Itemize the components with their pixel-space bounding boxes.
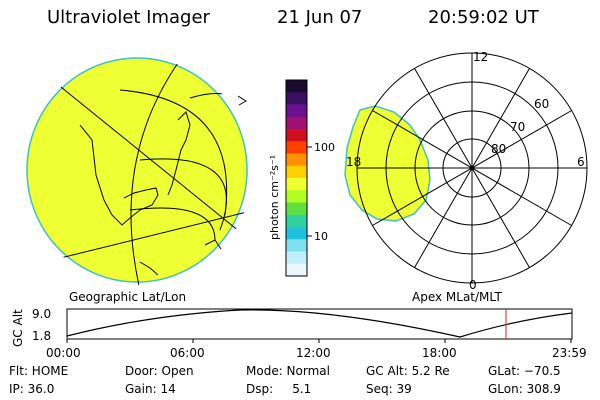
meridian-line	[130, 59, 181, 285]
glat-status: GLat: −70.5	[488, 364, 561, 378]
color-bar	[286, 80, 307, 277]
altitude-ylabel: GC Alt	[11, 309, 25, 347]
gain-status: Gain: 14	[125, 382, 176, 396]
color-bar-segment	[286, 214, 307, 228]
altitude-curve	[66, 309, 573, 338]
color-bar-segment	[286, 227, 307, 240]
altitude-xtick-0000: 00:00	[46, 346, 81, 360]
color-bar-segment	[286, 104, 307, 118]
mlat-label-80: 80	[491, 142, 506, 156]
mlat-label-60: 60	[534, 97, 549, 111]
latitude-line	[129, 207, 216, 241]
mode-status: Mode: Normal	[246, 364, 330, 378]
altitude-xtick-1200: 12:00	[296, 346, 331, 360]
color-bar-unit-label: photon cm⁻²s⁻¹	[268, 155, 281, 240]
color-bar-segment	[286, 153, 307, 167]
auroral-image-fill	[344, 105, 431, 222]
geographic-label: Geographic Lat/Lon	[69, 290, 186, 304]
color-bar-segment	[286, 92, 307, 105]
geographic-globe	[24, 57, 252, 285]
apex-polar-plot	[344, 52, 588, 284]
time-label: 20:59:02 UT	[428, 7, 539, 28]
latitude-line	[119, 89, 228, 216]
color-bar-segment	[286, 239, 307, 252]
color-bar-tick-label-10: 10	[314, 230, 328, 243]
date-label: 21 Jun 07	[277, 7, 363, 28]
color-bar-segment	[286, 129, 307, 142]
instrument-title: Ultraviolet Imager	[47, 7, 210, 28]
altitude-ytick-low: 1.8	[32, 329, 51, 343]
altitude-xtick-0600: 06:00	[170, 346, 205, 360]
coastline	[79, 124, 159, 226]
apex-label: Apex MLat/MLT	[412, 290, 502, 304]
color-bar-segment	[286, 80, 307, 93]
color-bar-segment	[286, 190, 307, 203]
mlt-line	[372, 110, 572, 226]
gc-alt-status: GC Alt: 5.2 Re	[366, 364, 450, 378]
color-bar-segment	[286, 251, 307, 265]
altitude-xtick-2359: 23:59	[552, 346, 587, 360]
coastline	[139, 261, 159, 276]
mlat-label-70: 70	[510, 120, 525, 134]
altitude-ytick-high: 9.0	[32, 307, 51, 321]
altitude-plot	[66, 308, 573, 343]
color-bar-segment	[286, 178, 307, 191]
color-bar-segment	[286, 141, 307, 154]
mlt-label-12: 12	[473, 50, 488, 64]
coastline	[167, 111, 191, 196]
door-status: Door: Open	[125, 364, 194, 378]
color-bar-frame	[285, 79, 308, 277]
flight-status: Flt: HOME	[9, 364, 69, 378]
glon-status: GLon: 308.9	[488, 382, 561, 396]
mlt-label-18: 18	[346, 155, 361, 169]
color-bar-segment	[286, 116, 307, 130]
ip-status: IP: 36.0	[9, 382, 55, 396]
mlt-label-6: 6	[577, 155, 585, 169]
orbit-arrow	[237, 95, 247, 106]
altitude-xtick-1800: 18:00	[422, 346, 457, 360]
mlt-label-0: 0	[469, 278, 477, 292]
color-bar-segment	[286, 263, 307, 277]
color-bar-tick-label-100: 100	[314, 141, 335, 154]
color-bar-segment	[286, 202, 307, 216]
dsp-status: Dsp: 5.1	[246, 382, 312, 396]
meridian-line	[29, 61, 251, 241]
seq-status: Seq: 39	[366, 382, 412, 396]
latitude-line	[139, 158, 227, 231]
color-bar-segment	[286, 165, 307, 179]
